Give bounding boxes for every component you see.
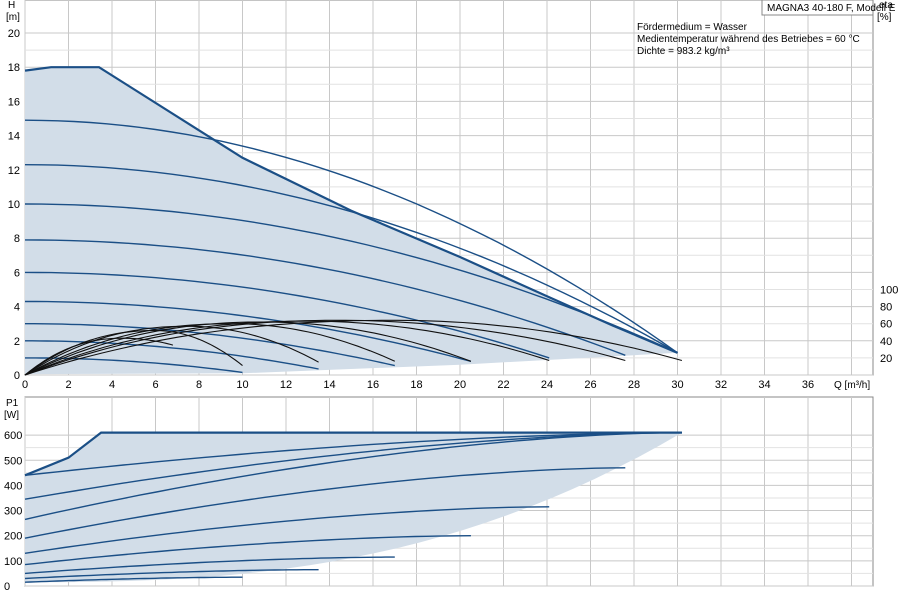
speed-curve xyxy=(25,357,243,374)
head-x-tick: 12 xyxy=(280,379,292,391)
power-curve xyxy=(24,556,395,575)
head-x-tick: 0 xyxy=(22,379,28,391)
power-y-tick: 500 xyxy=(4,455,22,467)
efficiency-curve xyxy=(24,321,472,376)
power-tick-labels: 0 100 200 300 400 500 600 xyxy=(4,430,22,593)
head-x-tick: 14 xyxy=(323,379,335,391)
speed-curve xyxy=(24,239,626,356)
speed-curve xyxy=(24,203,678,354)
head-x-tick: 20 xyxy=(454,379,466,391)
head-x-tick: 32 xyxy=(715,379,727,391)
max-speed-curve xyxy=(24,66,678,354)
speed-curve xyxy=(24,271,550,359)
power-curve xyxy=(24,576,243,583)
head-y-tick: 4 xyxy=(14,302,20,314)
power-curve xyxy=(24,569,319,580)
power-curve xyxy=(24,467,626,539)
info-box: MAGNA3 40-180 F, Modell E Fördermedium =… xyxy=(637,0,896,57)
eta-tick: 40 xyxy=(880,336,892,348)
power-operating-region xyxy=(25,432,682,583)
head-y-tick: 0 xyxy=(14,370,20,382)
head-x-tick: 34 xyxy=(758,379,770,391)
head-speed-curves xyxy=(24,66,678,374)
max-power-curve xyxy=(24,431,682,477)
head-y-tick: 6 xyxy=(14,267,20,279)
model-name-frame xyxy=(761,0,874,16)
head-x-tick: 36 xyxy=(802,379,814,391)
power-y-tick: 100 xyxy=(4,556,22,568)
head-y-tick: 8 xyxy=(14,233,20,245)
head-y-tick: 2 xyxy=(14,336,20,348)
eta-tick: 20 xyxy=(880,353,892,365)
head-x-tick: 6 xyxy=(152,379,158,391)
eta-axis-unit: [%] xyxy=(877,12,892,23)
power-curve xyxy=(24,431,682,521)
power-curve xyxy=(24,431,682,476)
head-operating-region xyxy=(25,67,678,375)
head-axis-unit: [m] xyxy=(6,12,20,23)
power-curves xyxy=(24,431,682,583)
eta-tick: 80 xyxy=(880,302,892,314)
efficiency-curves xyxy=(24,319,683,376)
power-y-tick: 400 xyxy=(4,480,22,492)
head-x-tick: 2 xyxy=(65,379,71,391)
efficiency-curve xyxy=(24,319,626,376)
efficiency-curve xyxy=(24,329,243,376)
head-x-tick: 4 xyxy=(109,379,115,391)
head-x-tick: 24 xyxy=(541,379,553,391)
speed-curve xyxy=(25,300,472,362)
power-y-tick: 300 xyxy=(4,506,22,518)
head-y-tick: 18 xyxy=(8,62,20,74)
efficiency-curve xyxy=(24,337,174,376)
speed-curve xyxy=(25,323,395,367)
medium-info: Fördermedium = Wasser xyxy=(637,22,748,33)
efficiency-curve xyxy=(24,319,683,376)
x-axis-label: Q [m³/h] xyxy=(834,380,870,391)
speed-curve xyxy=(24,119,678,354)
eta-tick: 60 xyxy=(880,319,892,331)
head-y-tick: 10 xyxy=(8,199,20,211)
head-y-tick: 20 xyxy=(8,28,20,40)
head-x-tick: 22 xyxy=(497,379,509,391)
head-x-tick: 18 xyxy=(410,379,422,391)
head-x-tick: 16 xyxy=(367,379,379,391)
power-curve xyxy=(24,506,550,554)
power-curve xyxy=(24,535,471,566)
eta-axis-label: eta xyxy=(879,0,893,11)
head-x-tick: 30 xyxy=(671,379,683,391)
density-info: Dichte = 983.2 kg/m³ xyxy=(637,46,730,57)
speed-curve xyxy=(25,340,319,370)
power-axis-unit: [W] xyxy=(4,410,19,421)
head-y-tick: 16 xyxy=(8,96,20,108)
head-axis-label: H xyxy=(8,0,15,11)
power-y-tick: 200 xyxy=(4,531,22,543)
power-curve xyxy=(24,431,682,500)
head-x-tick: 8 xyxy=(196,379,202,391)
head-x-tick: 26 xyxy=(584,379,596,391)
power-operating-area xyxy=(25,432,682,583)
temperature-info: Medientemperatur während des Betriebes =… xyxy=(637,34,860,45)
head-operating-area xyxy=(25,67,678,375)
head-y-tick: 12 xyxy=(8,165,20,177)
power-y-tick: 600 xyxy=(4,430,22,442)
power-y-tick: 0 xyxy=(4,581,10,593)
head-x-tick: 28 xyxy=(628,379,640,391)
head-y-tick: 14 xyxy=(8,131,20,143)
model-name: MAGNA3 40-180 F, Modell E xyxy=(767,3,896,14)
power-panel: 0 100 200 300 400 500 600 P1 [W] xyxy=(4,396,874,593)
head-x-tick: 10 xyxy=(236,379,248,391)
power-axis-label: P1 xyxy=(6,398,19,409)
eta-tick: 100 xyxy=(880,285,898,297)
